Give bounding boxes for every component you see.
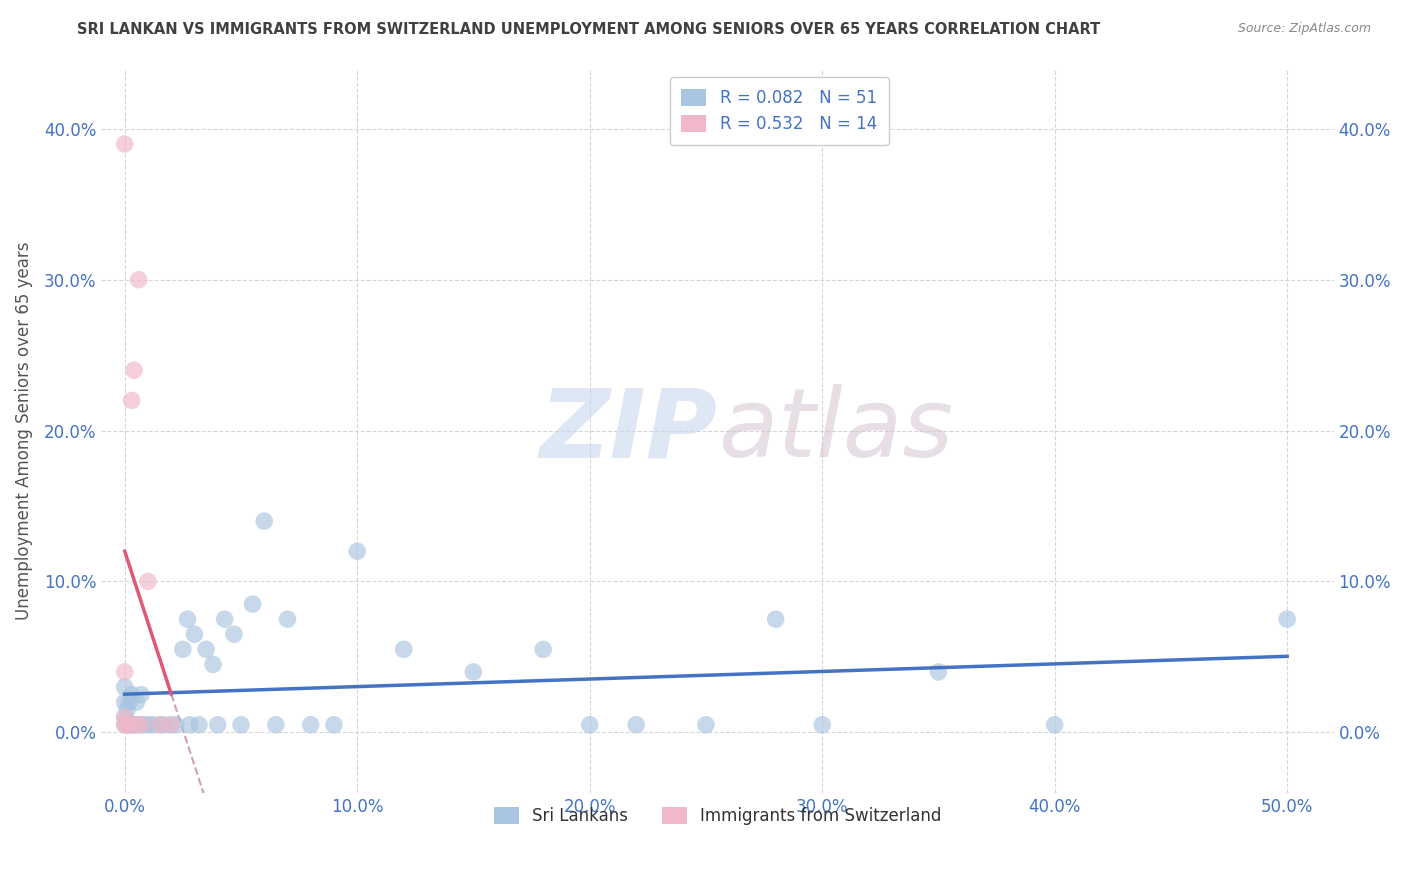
Text: atlas: atlas	[717, 384, 952, 477]
Point	[114, 718, 136, 732]
Point	[188, 718, 211, 732]
Point	[122, 718, 145, 732]
Legend: Sri Lankans, Immigrants from Switzerland: Sri Lankans, Immigrants from Switzerland	[484, 797, 952, 835]
Point	[160, 718, 183, 732]
Point	[463, 665, 485, 679]
Point	[264, 718, 287, 732]
Point	[578, 718, 600, 732]
Point	[115, 718, 138, 732]
Point	[122, 363, 145, 377]
Point	[136, 574, 159, 589]
Point	[214, 612, 236, 626]
Point	[624, 718, 647, 732]
Point	[222, 627, 245, 641]
Point	[392, 642, 415, 657]
Point	[114, 665, 136, 679]
Point	[121, 393, 143, 408]
Point	[253, 514, 276, 528]
Point	[927, 665, 949, 679]
Point	[276, 612, 298, 626]
Text: SRI LANKAN VS IMMIGRANTS FROM SWITZERLAND UNEMPLOYMENT AMONG SENIORS OVER 65 YEA: SRI LANKAN VS IMMIGRANTS FROM SWITZERLAN…	[77, 22, 1101, 37]
Point	[114, 710, 136, 724]
Point	[118, 718, 141, 732]
Point	[125, 718, 148, 732]
Point	[114, 136, 136, 151]
Point	[114, 710, 136, 724]
Point	[128, 273, 150, 287]
Point	[299, 718, 322, 732]
Text: ZIP: ZIP	[540, 384, 717, 477]
Point	[149, 718, 172, 732]
Point	[128, 718, 150, 732]
Point	[811, 718, 834, 732]
Point	[531, 642, 554, 657]
Point	[176, 612, 198, 626]
Y-axis label: Unemployment Among Seniors over 65 years: Unemployment Among Seniors over 65 years	[15, 242, 32, 620]
Point	[149, 718, 172, 732]
Point	[118, 695, 141, 709]
Point	[1275, 612, 1298, 626]
Point	[114, 718, 136, 732]
Point	[765, 612, 787, 626]
Point	[202, 657, 225, 672]
Point	[114, 695, 136, 709]
Point	[179, 718, 201, 732]
Point	[346, 544, 368, 558]
Point	[195, 642, 218, 657]
Point	[129, 718, 152, 732]
Point	[160, 718, 183, 732]
Point	[129, 688, 152, 702]
Point	[153, 718, 176, 732]
Point	[1043, 718, 1066, 732]
Point	[242, 597, 264, 611]
Point	[132, 718, 155, 732]
Point	[183, 627, 205, 641]
Text: Source: ZipAtlas.com: Source: ZipAtlas.com	[1237, 22, 1371, 36]
Point	[118, 718, 141, 732]
Point	[142, 718, 165, 732]
Point	[125, 718, 148, 732]
Point	[165, 718, 187, 732]
Point	[207, 718, 229, 732]
Point	[115, 703, 138, 717]
Point	[121, 718, 143, 732]
Point	[172, 642, 194, 657]
Point	[121, 688, 143, 702]
Point	[125, 695, 148, 709]
Point	[229, 718, 252, 732]
Point	[136, 718, 159, 732]
Point	[114, 680, 136, 694]
Point	[323, 718, 346, 732]
Point	[115, 718, 138, 732]
Point	[695, 718, 717, 732]
